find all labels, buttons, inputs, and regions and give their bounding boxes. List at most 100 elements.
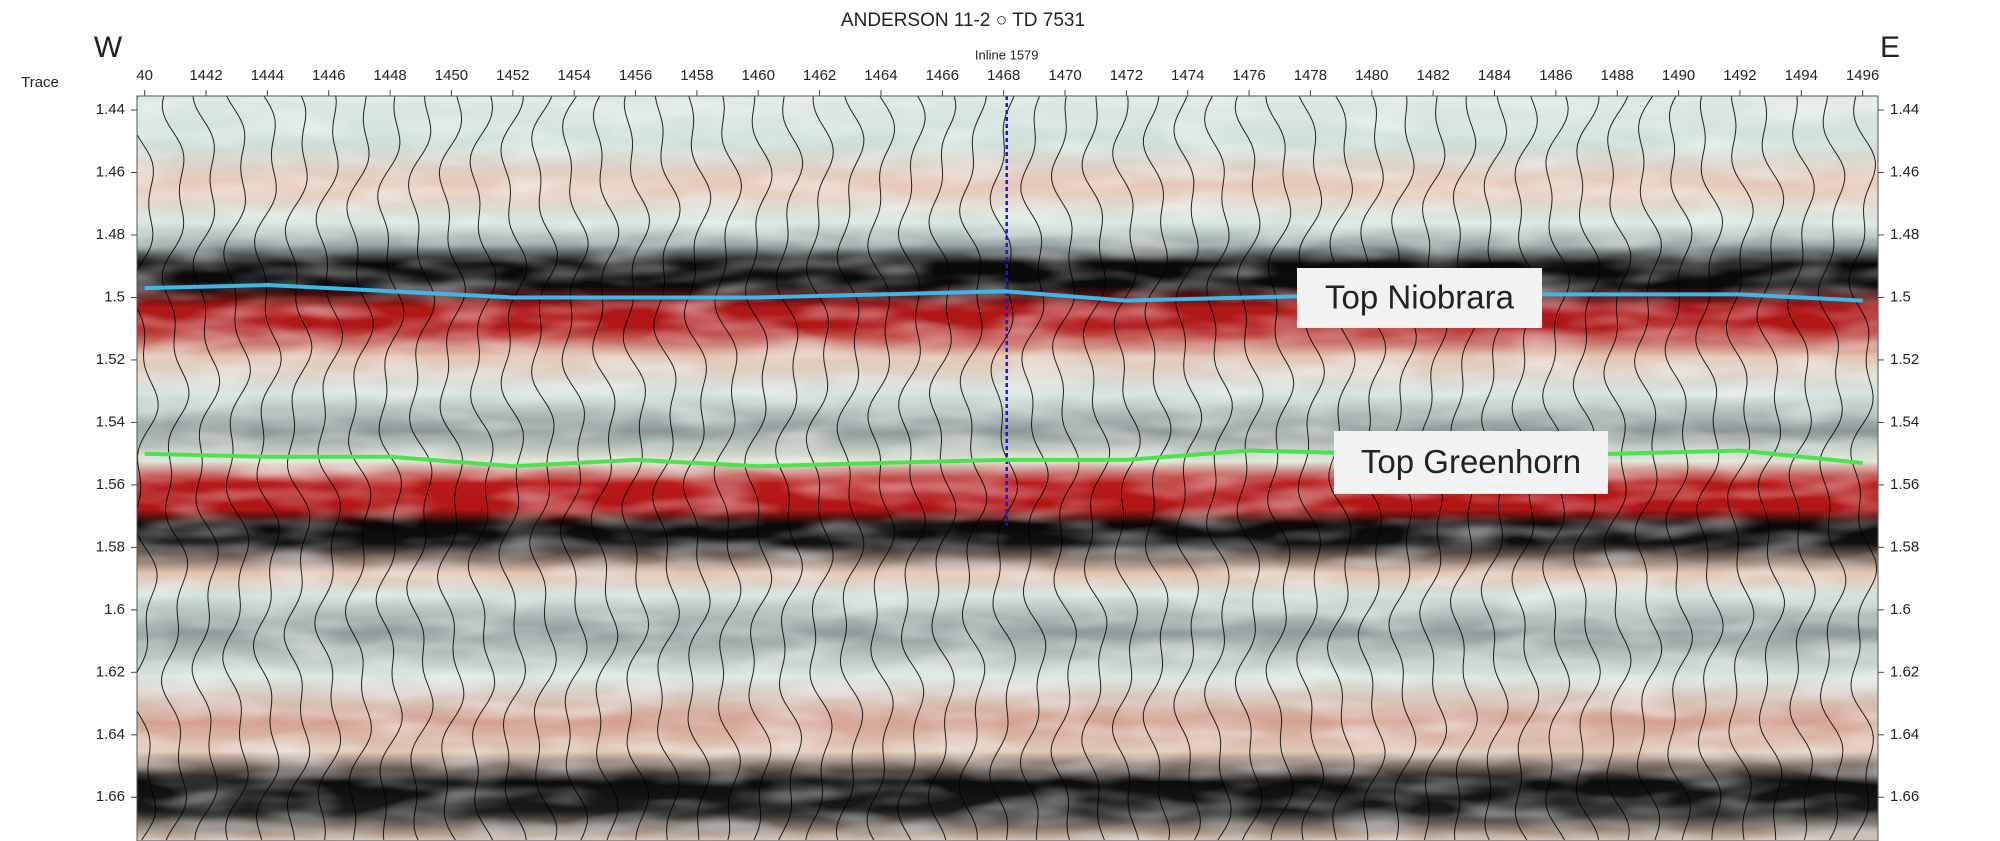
y-tick-label-right: 1.6: [1890, 601, 1911, 618]
x-tick-label: 1476: [1232, 67, 1265, 84]
x-tick-label: 1456: [619, 67, 652, 84]
wiggle-trace: [652, 96, 681, 841]
wiggle-trace: [866, 96, 896, 841]
wiggle-trace: [529, 96, 558, 841]
y-tick-label: 1.66: [96, 788, 125, 805]
wiggle-trace: [1019, 96, 1049, 841]
y-tick-label-right: 1.58: [1890, 538, 1919, 555]
y-tick-label-right: 1.52: [1890, 351, 1919, 368]
x-tick-label: 1468: [987, 67, 1020, 84]
wiggle-trace: [252, 96, 282, 841]
wiggle-trace: [283, 96, 313, 841]
inline-label: Inline 1579: [975, 47, 1039, 62]
wiggle-trace: [682, 96, 712, 841]
wiggle-trace: [1634, 96, 1663, 841]
wiggle-trace: [137, 96, 159, 841]
y-tick-label: 1.48: [96, 226, 125, 243]
wiggle-trace: [621, 96, 651, 841]
wiggle-trace: [1265, 96, 1295, 841]
plot-area: [137, 96, 1878, 841]
horizon-label-box: [1297, 268, 1542, 328]
wiggle-trace: [160, 96, 190, 841]
y-tick-label-right: 1.54: [1890, 413, 1919, 430]
x-tick-label: 1472: [1110, 67, 1143, 84]
x-tick-label: 1478: [1294, 67, 1327, 84]
chart-title: ANDERSON 11-2 ○ TD 7531: [841, 10, 1085, 31]
x-tick-label: 1442: [189, 67, 222, 84]
west-label: W: [94, 31, 123, 64]
wiggle-trace: [1726, 96, 1755, 841]
y-tick-label: 1.58: [96, 538, 125, 555]
y-tick-label: 1.6: [104, 601, 125, 618]
horizon-line: [144, 282, 1863, 303]
x-tick-label: 1480: [1355, 67, 1388, 84]
x-tick-label: 40: [136, 67, 153, 84]
wiggle-trace: [344, 96, 374, 841]
y-tick-label: 1.54: [96, 413, 125, 430]
x-tick-label: 1446: [312, 67, 345, 84]
wiggle-trace: [835, 96, 865, 841]
wiggle-trace: [1081, 96, 1111, 841]
wiggle-trace: [1603, 96, 1632, 841]
wiggle-trace: [1173, 96, 1203, 841]
wiggle-trace: [1204, 96, 1233, 841]
wiggle-trace: [1142, 96, 1172, 841]
wiggle-trace: [436, 96, 466, 841]
x-tick-label: 1460: [742, 67, 775, 84]
x-tick-label: 1492: [1723, 67, 1756, 84]
wiggle-trace: [1664, 96, 1693, 841]
x-tick-label: 1496: [1846, 67, 1879, 84]
x-tick-label: 1462: [803, 67, 836, 84]
x-tick-label: 1454: [557, 67, 590, 84]
wiggle-trace: [375, 96, 405, 841]
wiggle-trace: [927, 96, 957, 841]
x-tick-label: 1458: [680, 67, 713, 84]
wiggle-trace: [775, 96, 804, 841]
wiggle-trace: [1111, 96, 1141, 841]
x-tick-label: 1466: [926, 67, 959, 84]
wiggle-trace: [467, 96, 497, 841]
wiggle-trace: [1296, 96, 1325, 841]
y-tick-label-right: 1.5: [1890, 288, 1911, 305]
wiggle-trace: [1848, 96, 1878, 841]
y-tick-label: 1.46: [96, 163, 125, 180]
wiggle-trace: [406, 96, 436, 841]
x-tick-label: 1444: [251, 67, 284, 84]
y-tick-label: 1.44: [96, 101, 125, 118]
x-axis-label: Trace: [21, 74, 59, 91]
wiggle-trace: [1050, 96, 1080, 841]
wiggle-trace: [897, 96, 926, 841]
x-tick-label: 1474: [1171, 67, 1204, 84]
x-tick-label: 1490: [1662, 67, 1695, 84]
wiggle-trace: [805, 96, 834, 841]
x-tick-label: 1482: [1416, 67, 1449, 84]
y-tick-label-right: 1.64: [1890, 726, 1919, 743]
x-tick-label: 1448: [373, 67, 406, 84]
plot-frame: [136, 95, 1879, 841]
y-tick-label: 1.52: [96, 351, 125, 368]
wiggle-trace: [1695, 96, 1724, 841]
horizon-label: Top Greenhorn: [1361, 443, 1581, 480]
wiggle-trace: [1817, 96, 1847, 841]
x-tick-label: 1470: [1048, 67, 1081, 84]
x-tick-label: 1494: [1785, 67, 1818, 84]
wiggle-trace: [222, 96, 251, 841]
x-tick-label: 1486: [1539, 67, 1572, 84]
wiggle-trace: [1787, 96, 1816, 841]
x-tick-label: 1484: [1478, 67, 1511, 84]
wiggle-trace: [1756, 96, 1785, 841]
y-tick-label-right: 1.56: [1890, 476, 1919, 493]
wiggle-trace: [314, 96, 344, 841]
x-tick-label: 1450: [435, 67, 468, 84]
wiggle-trace: [1234, 96, 1264, 841]
horizon-label-box: [1334, 431, 1608, 494]
y-tick-label-right: 1.44: [1890, 101, 1919, 118]
x-tick-label: 1452: [496, 67, 529, 84]
y-tick-label: 1.5: [104, 288, 125, 305]
horizon-label: Top Niobrara: [1325, 279, 1515, 316]
x-tick-label: 1488: [1601, 67, 1634, 84]
wiggle-trace: [590, 96, 620, 841]
x-tick-label: 1464: [864, 67, 897, 84]
